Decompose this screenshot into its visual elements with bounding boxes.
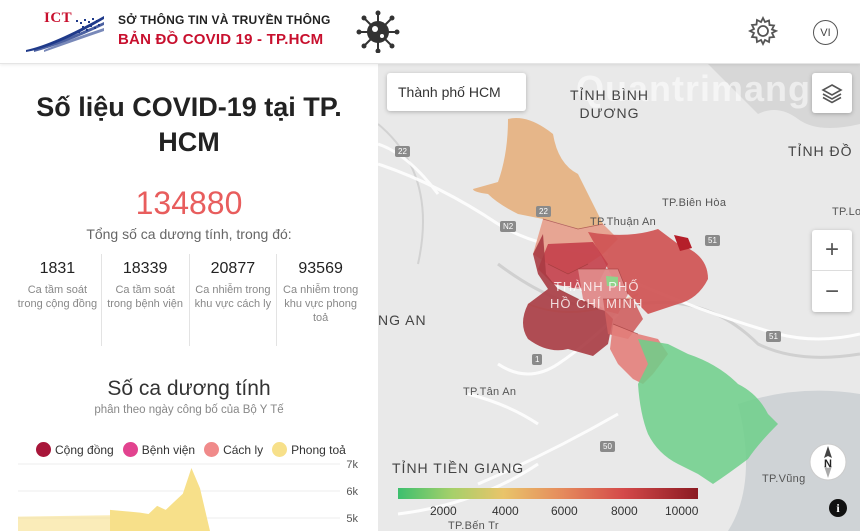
legend-label: Bệnh viện [141, 442, 196, 457]
legend-item-lockdown[interactable]: Phong toả [272, 442, 346, 457]
stat-label: Ca tầm soát trong cộng đồng [17, 284, 98, 310]
scale-tick: 6000 [551, 504, 578, 518]
legend-dot-icon [272, 442, 288, 457]
label-thuan-an: TP.Thuận An [590, 216, 657, 228]
y-tick-label: 5k [346, 513, 358, 525]
zoom-out-button[interactable]: − [824, 277, 839, 305]
label-hcm: THÀNH PHỐ HỒ CHÍ MINH [550, 279, 644, 311]
label-tien-giang: TỈNH TIỀN GIANG [392, 460, 525, 476]
header: ICT SỞ THÔNG TIN VÀ TRUYỀN THÔNG BẢN ĐỒ … [0, 0, 860, 64]
summary-title: Số liệu COVID-19 tại TP. HCM [0, 90, 378, 160]
label-tan-an: TP.Tân An [463, 386, 517, 398]
label-tp-lo: TP.Lo [832, 206, 860, 218]
zoom-control: + − [812, 230, 852, 312]
route-marker: 1 [532, 354, 543, 365]
zoom-in-button[interactable]: + [812, 230, 852, 271]
org-name: SỞ THÔNG TIN VÀ TRUYỀN THÔNG [118, 13, 331, 27]
watermark: Quantrimang [576, 68, 812, 109]
label-long-an: NG AN [378, 312, 427, 328]
stat-quarantine: 20877 Ca nhiễm trong khu vực cách ly [190, 254, 278, 346]
stat-label: Ca tầm soát trong bệnh viện [107, 284, 184, 310]
route-marker: 22 [395, 146, 410, 157]
logo-swoosh-icon [26, 16, 104, 52]
logo-text: ICT [44, 10, 73, 26]
route-marker: 51 [766, 331, 781, 342]
legend-dot-icon [122, 442, 138, 457]
stat-value: 18339 [122, 260, 168, 277]
label-bien-hoa: TP.Biên Hòa [662, 197, 727, 209]
stat-hospital: 18339 Ca tầm soát trong bệnh viện [102, 254, 190, 346]
legend-item-hospital[interactable]: Bệnh viện [122, 442, 196, 457]
stat-label: Ca nhiễm trong khu vực phong toả [283, 284, 359, 324]
legend-label: Cách ly [223, 442, 264, 457]
legend-label: Cộng đồng [55, 442, 114, 457]
stat-lockdown: 93569 Ca nhiễm trong khu vực phong toả [277, 254, 364, 346]
y-tick-label: 7k [346, 459, 358, 471]
legend-dot-icon [36, 442, 51, 457]
scale-tick: 8000 [611, 504, 638, 518]
route-marker: 22 [536, 206, 551, 217]
legend-item-quarantine[interactable]: Cách ly [204, 442, 263, 457]
stat-value: 93569 [298, 260, 343, 277]
positive-cases-chart: 7k 6k 5k [18, 459, 358, 531]
location-selector[interactable]: Thành phố HCM [387, 73, 526, 111]
stat-label: Ca nhiễm trong khu vực cách ly [194, 284, 272, 310]
stat-community: 1831 Ca tầm soát trong cộng đồng [14, 254, 102, 346]
label-ben-tre: TP.Bến Tr [448, 520, 499, 531]
language-button[interactable]: VI [813, 20, 838, 45]
y-tick-label: 6k [346, 486, 358, 498]
label-vung-tau: TP.Vũng [762, 473, 806, 485]
settings-gear-icon[interactable] [748, 16, 778, 46]
series-area-lockdown [110, 468, 210, 531]
legend-dot-icon [204, 442, 220, 457]
chart-legend: Cộng đồng Bệnh viện Cách ly Phong toả [36, 442, 346, 457]
info-button[interactable]: i [829, 499, 847, 517]
summary-title-text: Số liệu COVID-19 tại TP. HCM [36, 92, 342, 157]
scale-tick: 2000 [430, 504, 457, 518]
label-dong-nai: TỈNH ĐỒ [788, 143, 853, 159]
map-canvas[interactable] [378, 64, 860, 531]
compass-icon[interactable]: N [808, 442, 848, 482]
route-marker: 51 [705, 235, 720, 246]
total-positive-count: 134880 [135, 185, 243, 221]
layers-icon [821, 84, 843, 104]
layers-button[interactable] [812, 73, 852, 113]
compass-label: N [824, 458, 832, 470]
label-binh-duong: TỈNH BÌNH DƯƠNG [570, 87, 649, 121]
stats-panel: Số liệu COVID-19 tại TP. HCM 134880 Tổng… [0, 64, 378, 531]
scale-tick: 10000 [665, 504, 699, 518]
legend-item-community[interactable]: Cộng đồng [36, 442, 114, 457]
route-marker: N2 [500, 221, 517, 232]
ict-logo[interactable]: ICT [24, 10, 108, 54]
total-positive-label: Tổng số ca dương tính, trong đó: [86, 226, 292, 242]
app-title: BẢN ĐỒ COVID 19 - TP.HCM [118, 31, 324, 48]
stat-value: 20877 [210, 260, 256, 277]
stats-breakdown: 1831 Ca tầm soát trong cộng đồng 18339 C… [14, 254, 364, 346]
legend-label: Phong toả [291, 442, 346, 457]
color-scale-bar [398, 488, 698, 499]
series-area-lockdown-base [18, 515, 110, 531]
chart-subtitle: phân theo ngày công bố của Bộ Y Tế [94, 404, 284, 416]
scale-tick: 4000 [492, 504, 519, 518]
chart-title: Số ca dương tính [107, 377, 271, 400]
stat-value: 1831 [39, 260, 76, 277]
route-marker: 50 [600, 441, 615, 452]
virus-icon [356, 10, 400, 53]
map-view[interactable]: Quantrimang TỈNH BÌNH DƯƠNG TỈNH ĐỒ TP.B… [378, 64, 860, 531]
